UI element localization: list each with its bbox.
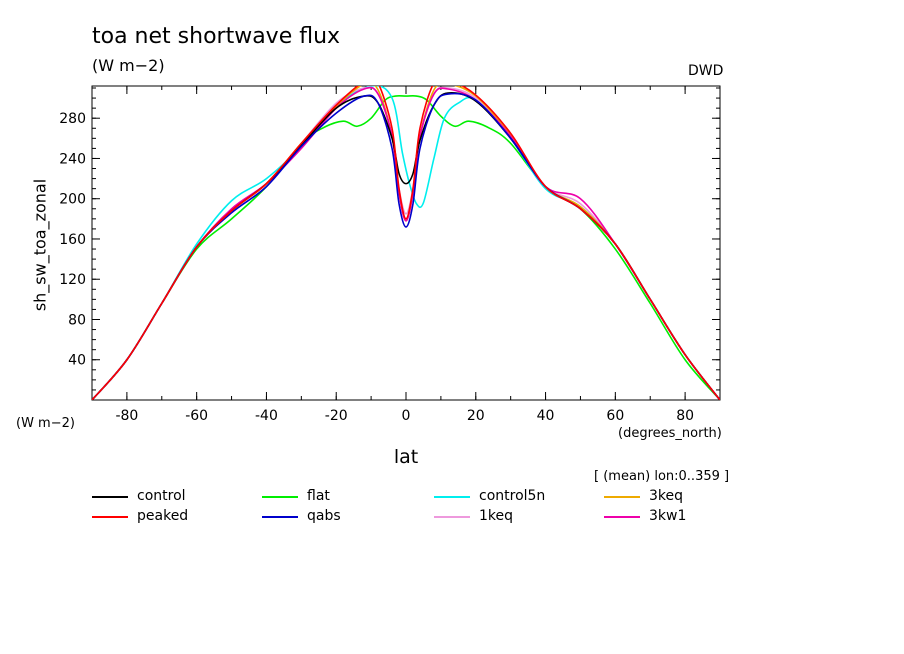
legend-swatch bbox=[92, 516, 128, 518]
legend-swatch bbox=[262, 496, 298, 498]
series-line-qabs bbox=[92, 92, 720, 400]
series-line-3kw1 bbox=[92, 86, 720, 400]
legend-swatch bbox=[434, 496, 470, 498]
legend-label: 3kw1 bbox=[649, 508, 687, 524]
series-line-control5n bbox=[92, 86, 720, 400]
y-axis-units: (W m−2) bbox=[16, 416, 75, 431]
y-tick-label: 120 bbox=[59, 272, 86, 288]
x-axis-units: (degrees_north) bbox=[618, 426, 722, 441]
series-line-3keq bbox=[92, 86, 720, 400]
x-tick-label: 80 bbox=[676, 408, 694, 424]
legend-label: control5n bbox=[479, 488, 546, 504]
mean-note: [ (mean) lon:0..359 ] bbox=[594, 469, 730, 484]
legend-swatch bbox=[92, 496, 128, 498]
series-line-flat bbox=[92, 94, 720, 400]
legend-swatch bbox=[604, 496, 640, 498]
x-tick-label: 20 bbox=[467, 408, 485, 424]
y-tick-label: 280 bbox=[59, 111, 86, 127]
x-tick-label: -60 bbox=[185, 408, 208, 424]
source-label: DWD bbox=[688, 63, 724, 79]
x-tick-label: -80 bbox=[115, 408, 138, 424]
series-line-peaked bbox=[92, 86, 720, 400]
y-tick-label: 40 bbox=[68, 353, 86, 369]
y-tick-label: 160 bbox=[59, 232, 86, 248]
x-tick-label: -40 bbox=[255, 408, 278, 424]
x-axis-label: lat bbox=[393, 446, 419, 468]
chart-units: (W m−2) bbox=[92, 56, 165, 75]
legend-label: 1keq bbox=[479, 508, 514, 524]
x-tick-label: 60 bbox=[606, 408, 624, 424]
series-line-control bbox=[92, 92, 720, 400]
legend-swatch bbox=[262, 516, 298, 518]
legend-label: control bbox=[137, 488, 186, 504]
y-tick-label: 80 bbox=[68, 312, 86, 328]
plot-frame bbox=[91, 85, 721, 401]
legend-label: flat bbox=[307, 488, 330, 504]
x-tick-label: -20 bbox=[325, 408, 348, 424]
series-line-1keq bbox=[92, 86, 720, 400]
y-tick-label: 240 bbox=[59, 151, 86, 167]
legend-label: 3keq bbox=[649, 488, 684, 504]
x-tick-label: 40 bbox=[537, 408, 555, 424]
legend-swatch bbox=[604, 516, 640, 518]
x-tick-label: 0 bbox=[402, 408, 411, 424]
legend-label: qabs bbox=[307, 508, 341, 524]
y-tick-label: 200 bbox=[59, 192, 86, 208]
legend-swatch bbox=[434, 516, 470, 518]
legend-label: peaked bbox=[137, 508, 189, 524]
chart-title: toa net shortwave flux bbox=[92, 24, 341, 49]
